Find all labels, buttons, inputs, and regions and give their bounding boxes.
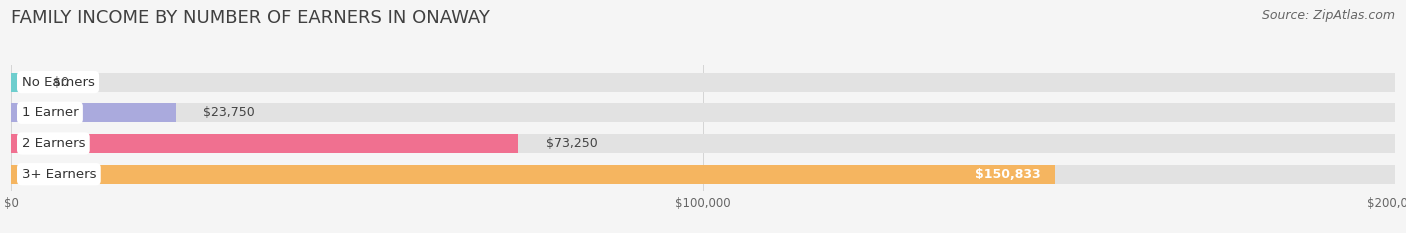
Text: $23,750: $23,750 [204, 106, 254, 119]
Text: 3+ Earners: 3+ Earners [21, 168, 96, 181]
Text: $73,250: $73,250 [546, 137, 598, 150]
Text: $0: $0 [53, 76, 69, 89]
Text: Source: ZipAtlas.com: Source: ZipAtlas.com [1261, 9, 1395, 22]
Text: 1 Earner: 1 Earner [21, 106, 79, 119]
Text: 2 Earners: 2 Earners [21, 137, 86, 150]
Text: No Earners: No Earners [21, 76, 94, 89]
Bar [11, 73, 46, 92]
Bar [11, 103, 1395, 122]
Text: FAMILY INCOME BY NUMBER OF EARNERS IN ONAWAY: FAMILY INCOME BY NUMBER OF EARNERS IN ON… [11, 9, 491, 27]
Bar [11, 134, 1395, 153]
Bar [11, 103, 176, 122]
Text: $150,833: $150,833 [976, 168, 1040, 181]
Bar [11, 134, 517, 153]
Bar [11, 73, 1395, 92]
Bar [11, 165, 1395, 184]
Bar [11, 165, 1054, 184]
